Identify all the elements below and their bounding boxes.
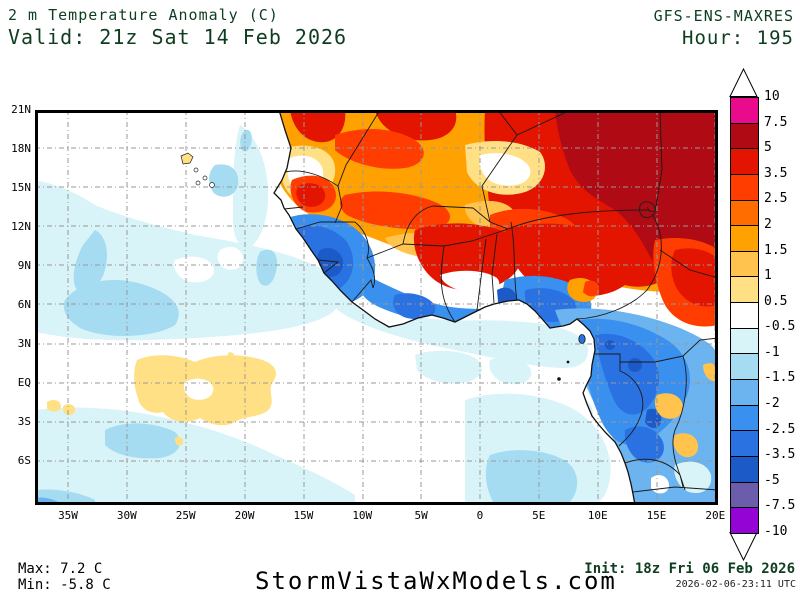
lon-label: 20W <box>234 509 255 522</box>
country-borders <box>283 110 718 493</box>
colorbar-cell <box>731 173 758 200</box>
colorbar-tick-label: -7.5 <box>764 498 796 514</box>
colorbar-tick-label: -10 <box>764 524 788 540</box>
colorbar-tick-label: -5 <box>764 472 780 488</box>
colorbar-tick-label: 7.5 <box>764 114 788 130</box>
valid-time: Valid: 21z Sat 14 Feb 2026 <box>8 25 348 49</box>
lon-label: 35W <box>58 509 78 522</box>
product-title: 2 m Temperature Anomaly (C) <box>8 6 279 24</box>
lat-label: 6S <box>17 454 31 467</box>
lat-label: 12N <box>11 220 31 233</box>
lat-label: 3N <box>17 337 31 350</box>
lon-label: 10W <box>352 509 373 522</box>
colorbar-cell <box>731 148 758 174</box>
generated-timestamp: 2026-02-06-23:11 UTC <box>675 579 796 590</box>
colorbar-cell <box>731 379 758 405</box>
lat-label: EQ <box>17 376 31 389</box>
lon-label: 5E <box>532 509 546 522</box>
colorbar-tick-label: 2 <box>764 216 772 232</box>
colorbar-cell <box>731 481 758 508</box>
model-name: GFS-ENS-MAXRES <box>653 7 794 25</box>
colorbar-cell <box>731 98 758 123</box>
colorbar-tick-label: -2 <box>764 396 780 412</box>
colorbar-cell <box>731 302 758 328</box>
colorbar-tick-label: 2.5 <box>764 191 788 207</box>
colorbar-tick-label: -2.5 <box>764 421 796 437</box>
colorbar-cell <box>731 225 758 251</box>
lon-label: 15W <box>293 509 314 522</box>
site-watermark: StormVistaWxModels.com <box>255 567 617 595</box>
lon-label: 30W <box>116 509 137 522</box>
colorbar-tick-label: 0.5 <box>764 293 788 309</box>
map-canvas <box>35 110 718 505</box>
colorbar-cell <box>731 404 758 431</box>
lat-label: 15N <box>11 181 31 194</box>
colorbar-tick-label: -1.5 <box>764 370 796 386</box>
lat-label: 21N <box>11 103 31 116</box>
colorbar-cell <box>731 199 758 226</box>
cape-verde-islands <box>180 152 215 188</box>
colorbar-cell <box>731 122 758 149</box>
init-time: Init: 18z Fri 06 Feb 2026 <box>584 561 795 577</box>
lon-label: 0 <box>476 509 484 522</box>
lat-label: 9N <box>17 259 31 272</box>
colorbar-tick-label: 3.5 <box>764 165 788 181</box>
lat-label: 6N <box>17 298 31 311</box>
lon-label: 10E <box>587 509 608 522</box>
lat-label: 18N <box>11 142 31 155</box>
lon-label: 20E <box>705 509 726 522</box>
colorbar-cell <box>731 353 758 380</box>
lon-label: 25W <box>175 509 196 522</box>
colorbar-cell <box>731 507 758 533</box>
colorbar-tick-label: 10 <box>764 89 780 104</box>
colorbar-tick-label: 5 <box>764 140 772 156</box>
colorbar-tick-label: -0.5 <box>764 319 796 335</box>
lake-chad <box>639 201 656 218</box>
min-value: Min: -5.8 C <box>18 577 111 593</box>
forecast-hour: Hour: 195 <box>682 27 794 49</box>
colorbar-cell <box>731 250 758 277</box>
map-border <box>35 110 718 505</box>
colorbar-arrow-down <box>729 532 758 562</box>
colorbar-tick-label: 1 <box>764 268 772 284</box>
colorbar-cell <box>731 327 758 354</box>
coastline <box>273 110 636 505</box>
colorbar-cell <box>731 455 758 482</box>
colorbar-cell <box>731 430 758 456</box>
lon-label: 5W <box>414 509 428 522</box>
colorbar <box>730 97 759 534</box>
max-value: Max: 7.2 C <box>18 561 103 577</box>
colorbar-tick-label: -3.5 <box>764 447 796 463</box>
ocean-anomaly-layer <box>35 125 611 505</box>
lon-label: 15E <box>646 509 667 522</box>
colorbar-arrow-up <box>729 67 758 97</box>
gulf-of-guinea-islands <box>557 334 586 381</box>
colorbar-tick-label: -1 <box>764 344 780 360</box>
colorbar-cell <box>731 276 758 303</box>
colorbar-tick-label: 1.5 <box>764 242 788 258</box>
lat-label: 3S <box>17 415 31 428</box>
